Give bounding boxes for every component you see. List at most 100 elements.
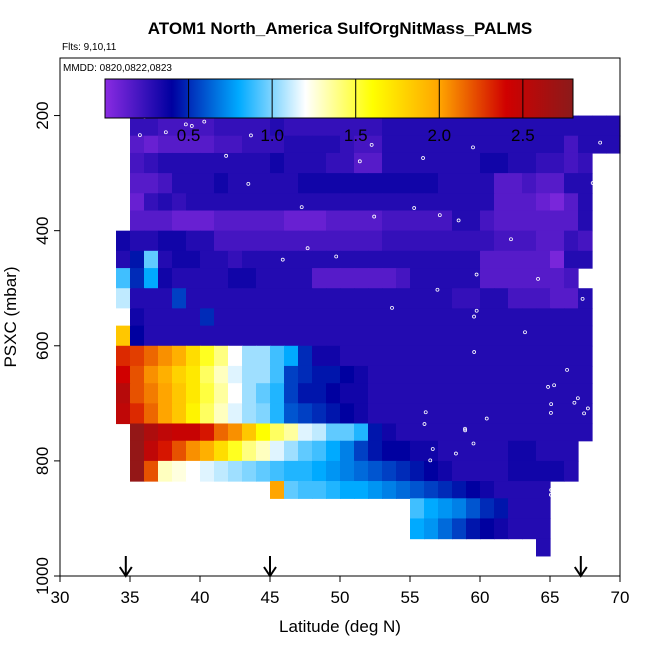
- sample-point: [557, 500, 562, 505]
- heatmap-cell: [424, 440, 439, 462]
- heatmap-cell: [368, 268, 383, 289]
- heatmap-cell: [214, 423, 229, 442]
- heatmap-cell: [270, 403, 285, 425]
- heatmap-cell: [466, 518, 481, 540]
- x-tick-label: 35: [121, 588, 140, 607]
- heatmap-cell: [158, 210, 173, 232]
- heatmap-cell: [158, 345, 173, 367]
- heatmap-cell: [298, 173, 313, 194]
- heatmap-cell: [326, 481, 341, 499]
- x-tick-label: 30: [51, 588, 70, 607]
- heatmap-cell: [340, 325, 355, 347]
- heatmap-cell: [494, 423, 509, 442]
- heatmap-cell: [480, 345, 495, 367]
- heatmap-cell: [340, 403, 355, 425]
- heatmap-cell: [130, 115, 145, 137]
- heatmap-cell: [326, 365, 341, 384]
- flights-label: Flts: 9,10,11: [62, 42, 117, 53]
- heatmap-cell: [466, 345, 481, 367]
- heatmap-cell: [158, 193, 173, 212]
- heatmap-cell: [536, 115, 551, 137]
- heatmap-cell: [116, 288, 131, 309]
- heatmap-cell: [550, 365, 565, 384]
- heatmap-cell: [312, 135, 327, 154]
- heatmap-cell: [368, 152, 383, 174]
- heatmap-cell: [340, 193, 355, 212]
- heatmap-cell: [242, 288, 257, 309]
- heatmap-cell: [396, 193, 411, 212]
- heatmap-cell: [172, 365, 187, 384]
- heatmap-cell: [382, 115, 397, 137]
- sample-point: [555, 499, 560, 504]
- heatmap-cell: [368, 345, 383, 367]
- heatmap-cell: [508, 308, 523, 327]
- heatmap-cell: [578, 210, 593, 232]
- heatmap-cell: [130, 423, 145, 442]
- heatmap-cell: [592, 115, 607, 137]
- heatmap-cell: [130, 268, 145, 289]
- heatmap-cell: [186, 440, 201, 462]
- heatmap-cell: [564, 308, 579, 327]
- heatmap-cell: [382, 481, 397, 499]
- heatmap-cell: [424, 423, 439, 442]
- heatmap-cell: [592, 135, 607, 154]
- heatmap-cell: [424, 250, 439, 269]
- heatmap-cell: [536, 383, 551, 404]
- heatmap-cell: [452, 325, 467, 347]
- colorbar: [104, 78, 574, 119]
- heatmap-cell: [116, 345, 131, 367]
- heatmap-cell: [508, 423, 523, 442]
- heatmap-cell: [508, 230, 523, 252]
- heatmap-cell: [228, 383, 243, 404]
- heatmap-cell: [228, 250, 243, 269]
- y-tick-label: 600: [33, 332, 52, 360]
- heatmap-cell: [550, 460, 565, 482]
- heatmap-cell: [312, 193, 327, 212]
- heatmap-cell: [536, 345, 551, 367]
- heatmap-cell: [116, 383, 131, 404]
- heatmap-cell: [466, 403, 481, 425]
- heatmap-cell: [508, 481, 523, 499]
- heatmap-cell: [144, 383, 159, 404]
- sample-point: [523, 330, 527, 335]
- heatmap-cell: [508, 115, 523, 137]
- heatmap-cell: [284, 115, 299, 137]
- heatmap-cell: [158, 423, 173, 442]
- heatmap-cell: [564, 173, 579, 194]
- heatmap-cell: [536, 268, 551, 289]
- heatmap-cell: [452, 440, 467, 462]
- heatmap-cell: [326, 423, 341, 442]
- sample-point: [334, 254, 339, 259]
- heatmap-cell: [368, 210, 383, 232]
- profile-arrow: [118, 556, 133, 578]
- heatmap-cell: [578, 152, 593, 174]
- heatmap-cell: [452, 498, 467, 520]
- heatmap-cell: [158, 403, 173, 425]
- heatmap-cell: [242, 440, 257, 462]
- heatmap-cell: [396, 250, 411, 269]
- heatmap-cell: [550, 440, 565, 462]
- heatmap-cell: [158, 288, 173, 309]
- heatmap-cell: [382, 325, 397, 347]
- heatmap-cell: [312, 481, 327, 499]
- heatmap-cell: [256, 250, 271, 269]
- heatmap-cell: [144, 345, 159, 367]
- heatmap-cell: [270, 481, 285, 499]
- heatmap-cell: [354, 115, 369, 137]
- heatmap-cell: [606, 115, 621, 137]
- heatmap-cell: [144, 135, 159, 154]
- heatmap-cell: [382, 210, 397, 232]
- heatmap-cell: [242, 365, 257, 384]
- heatmap-cell: [536, 403, 551, 425]
- heatmap-cell: [326, 268, 341, 289]
- heatmap-cell: [284, 308, 299, 327]
- heatmap-cell: [200, 288, 215, 309]
- heatmap-cell: [466, 460, 481, 482]
- heatmap-cell: [466, 325, 481, 347]
- heatmap-cell: [228, 403, 243, 425]
- heatmap-cell: [396, 152, 411, 174]
- heatmap-cell: [242, 152, 257, 174]
- heatmap-cell: [522, 288, 537, 309]
- sample-point: [454, 451, 458, 456]
- heatmap-cell: [172, 308, 187, 327]
